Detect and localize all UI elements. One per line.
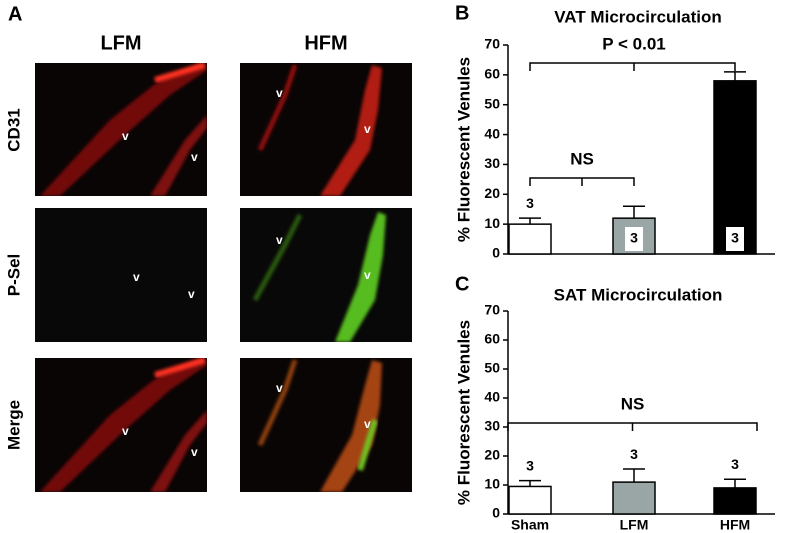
column-label: LFM (100, 32, 141, 54)
significance-label: P < 0.01 (602, 34, 666, 53)
bar (508, 485, 552, 515)
bar (612, 481, 656, 515)
venule-marker: v (276, 381, 283, 395)
y-tick-label: 20 (484, 185, 500, 201)
bar (713, 487, 757, 515)
panel-letter: C (455, 273, 469, 295)
y-tick-label: 70 (484, 302, 500, 318)
x-tick-label: LFM (620, 517, 649, 533)
y-tick-label: 60 (484, 66, 500, 82)
y-tick-label: 0 (492, 245, 500, 261)
y-axis-label: % Fluorescent Venules (454, 57, 473, 242)
y-tick-label: 0 (492, 505, 500, 521)
n-label: 3 (630, 446, 638, 462)
panel-letter: A (8, 3, 22, 25)
y-tick-label: 70 (484, 36, 500, 52)
micrograph (35, 208, 207, 342)
micrograph (35, 63, 207, 196)
venule-marker: v (276, 86, 283, 100)
row-label: P-Sel (4, 254, 23, 297)
micrograph (240, 63, 412, 196)
significance-bracket (507, 422, 758, 431)
x-tick-label: HFM (720, 517, 750, 533)
panel-letter: B (455, 2, 469, 24)
n-label: 3 (526, 195, 534, 211)
y-tick-label: 30 (484, 155, 500, 171)
venule-marker: v (364, 122, 371, 136)
micrograph (35, 358, 207, 492)
venule-marker: v (191, 150, 198, 164)
n-label: 3 (630, 230, 638, 246)
n-label: 3 (526, 457, 534, 473)
chart-title: VAT Microcirculation (554, 7, 722, 26)
n-label-box (726, 227, 744, 251)
significance-label: NS (570, 149, 594, 168)
n-label-box (625, 227, 643, 251)
bar (508, 223, 552, 255)
venule-marker: v (191, 445, 198, 459)
y-tick-label: 60 (484, 331, 500, 347)
bar (713, 80, 757, 255)
y-tick-label: 40 (484, 389, 500, 405)
y-axis-label: % Fluorescent Venules (454, 320, 473, 505)
venule-marker: v (364, 417, 371, 431)
y-tick-label: 20 (484, 447, 500, 463)
y-tick-label: 30 (484, 418, 500, 434)
venule-marker: v (276, 233, 283, 247)
venule-marker: v (364, 268, 371, 282)
venule-marker: v (188, 287, 195, 301)
chart-title: SAT Microcirculation (554, 285, 723, 304)
y-tick-label: 10 (484, 215, 500, 231)
y-tick-label: 50 (484, 95, 500, 111)
micrograph (240, 358, 412, 492)
y-tick-label: 40 (484, 125, 500, 141)
row-label: CD31 (4, 108, 23, 151)
venule-marker: v (133, 270, 140, 284)
y-tick-label: 50 (484, 360, 500, 376)
column-label: HFM (304, 32, 347, 54)
venule-marker: v (122, 129, 129, 143)
venule-marker: v (122, 424, 129, 438)
n-label: 3 (731, 456, 739, 472)
significance-bracket (529, 62, 736, 71)
y-tick-label: 10 (484, 476, 500, 492)
significance-bracket (529, 177, 635, 186)
x-tick-label: Sham (511, 517, 549, 533)
n-label: 3 (731, 230, 739, 246)
significance-label: NS (621, 394, 645, 413)
micrograph (240, 208, 412, 342)
row-label: Merge (4, 400, 23, 450)
